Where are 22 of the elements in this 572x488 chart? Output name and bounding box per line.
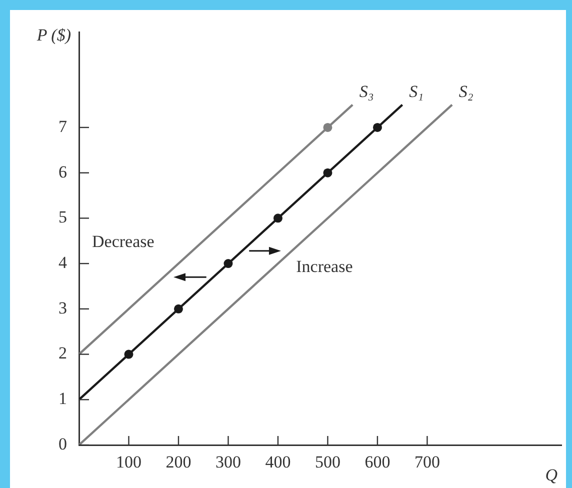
- y-axis-title: P ($): [36, 26, 72, 45]
- y-tick-label: 0: [58, 434, 67, 454]
- x-tick-label: 700: [414, 452, 440, 472]
- y-tick-label: 7: [58, 116, 68, 136]
- annotation: Decrease: [92, 232, 154, 252]
- series-label: S₂: [458, 82, 474, 101]
- annotation: Increase: [296, 256, 353, 276]
- y-tick-label: 2: [58, 344, 67, 363]
- x-tick-label: 400: [265, 452, 291, 472]
- y-tick-label: 1: [58, 389, 67, 408]
- x-tick-label: 500: [314, 452, 340, 472]
- x-tick-label: 200: [166, 452, 192, 472]
- x-tick-label: 100: [116, 452, 142, 472]
- y-tick-label: 3: [58, 298, 67, 318]
- y-tick-label: 5: [58, 208, 67, 227]
- x-tick-label: 600: [364, 452, 390, 472]
- series-label: S₁: [409, 82, 424, 101]
- x-axis-title: Q: [545, 465, 558, 484]
- y-tick-label: 4: [58, 253, 68, 272]
- series-label: S₃: [359, 82, 374, 101]
- x-tick-label: 300: [215, 452, 241, 472]
- y-tick-label: 6: [58, 162, 67, 182]
